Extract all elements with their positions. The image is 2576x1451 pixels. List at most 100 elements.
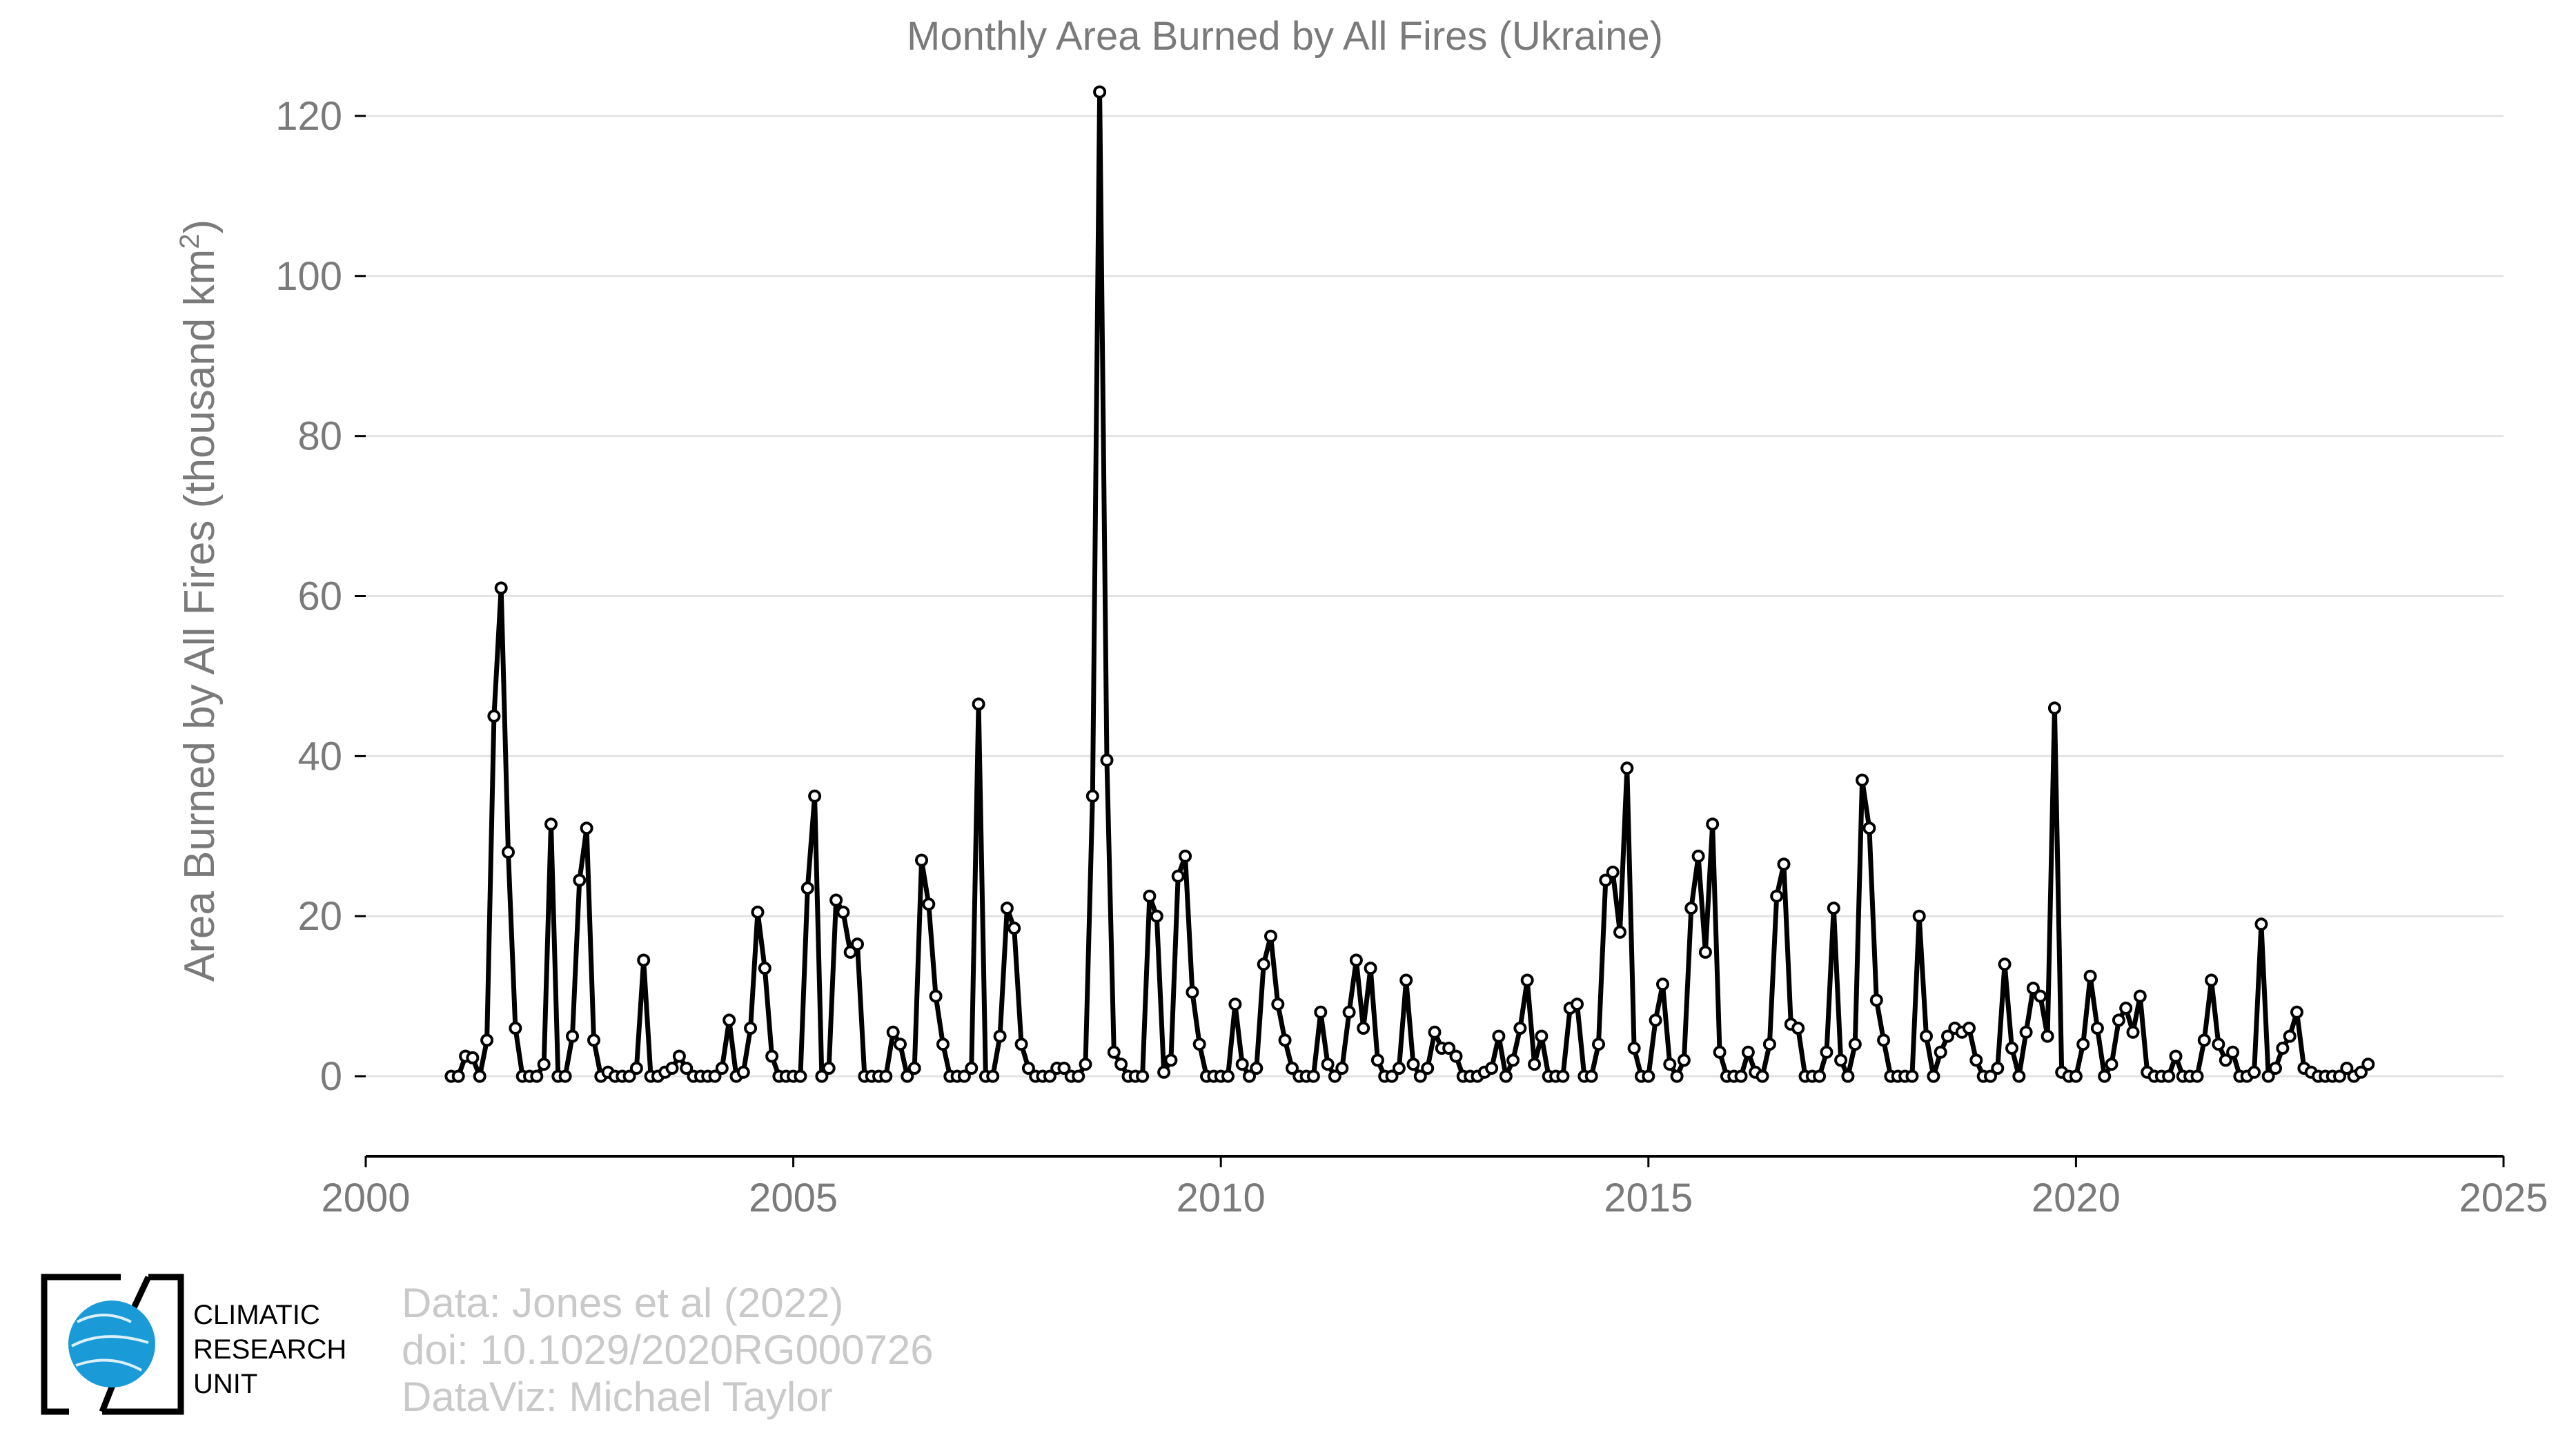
data-point-259 <box>2290 1005 2303 1019</box>
data-point-32 <box>672 1049 686 1063</box>
data-point-217 <box>1991 1062 2005 1075</box>
data-point-205 <box>1905 1069 1919 1083</box>
data-point-220 <box>2012 1069 2026 1083</box>
y-tick-label-120: 120 <box>275 94 342 139</box>
data-point-25 <box>622 1069 636 1083</box>
x-axis: 2000 2005 2010 2015 2020 2025 <box>321 1155 2548 1220</box>
data-point-94 <box>1114 1058 1128 1071</box>
data-point-136 <box>1413 1069 1427 1083</box>
data-point-163 <box>1606 866 1620 879</box>
data-point-175 <box>1691 849 1705 863</box>
data-point-249 <box>2219 1053 2232 1067</box>
x-tick-label-2015: 2015 <box>1604 1176 1693 1220</box>
data-point-148 <box>1499 1069 1513 1083</box>
data-point-216 <box>1984 1069 1997 1083</box>
data-point-78 <box>1000 902 1014 915</box>
data-point-81 <box>1021 1062 1035 1075</box>
data-point-123 <box>1321 1058 1335 1071</box>
data-point-208 <box>1927 1069 1940 1083</box>
data-point-57 <box>851 937 864 951</box>
data-point-7 <box>494 581 508 595</box>
data-point-162 <box>1599 873 1613 887</box>
data-point-8 <box>502 846 515 859</box>
data-point-101 <box>1164 1053 1178 1067</box>
data-point-194 <box>1827 902 1840 915</box>
data-point-135 <box>1406 1058 1420 1071</box>
data-point-103 <box>1179 849 1192 863</box>
data-point-221 <box>2019 1025 2033 1039</box>
data-point-133 <box>1392 1062 1406 1075</box>
data-point-266 <box>2340 1062 2354 1075</box>
data-point-121 <box>1306 1069 1320 1083</box>
data-point-56 <box>843 945 857 959</box>
data-point-84 <box>1043 1069 1056 1083</box>
data-point-187 <box>1777 857 1791 871</box>
data-point-241 <box>2162 1069 2176 1083</box>
data-point-26 <box>629 1062 643 1075</box>
credit-doi: doi: 10.1029/2020RG000726 <box>402 1327 934 1373</box>
data-point-199 <box>1862 821 1876 835</box>
data-point-235 <box>2119 1002 2133 1015</box>
data-point-62 <box>886 1025 900 1039</box>
y-axis-title-main: Area Burned by All Fires (thousand km <box>176 249 224 982</box>
data-point-115 <box>1264 929 1277 943</box>
data-point-182 <box>1741 1045 1755 1059</box>
data-point-171 <box>1663 1058 1677 1071</box>
data-point-76 <box>986 1069 1000 1083</box>
data-point-248 <box>2212 1038 2225 1051</box>
y-tick-labels: 0 20 40 60 80 100 120 <box>275 94 366 1099</box>
data-point-117 <box>1278 1033 1292 1047</box>
data-point-91 <box>1093 85 1107 99</box>
y-tick-label-100: 100 <box>275 254 342 299</box>
logo-line-3: UNIT <box>193 1369 257 1399</box>
data-point-225 <box>2047 701 2061 715</box>
data-point-132 <box>1385 1069 1399 1083</box>
data-point-265 <box>2333 1069 2346 1083</box>
data-point-206 <box>1912 909 1926 923</box>
data-point-256 <box>2269 1062 2282 1075</box>
credit-data-source: Data: Jones et al (2022) <box>402 1280 843 1326</box>
data-point-137 <box>1421 1062 1435 1075</box>
y-tick-label-20: 20 <box>297 894 342 939</box>
data-point-149 <box>1506 1053 1520 1067</box>
data-point-100 <box>1157 1065 1171 1079</box>
data-point-9 <box>509 1022 522 1035</box>
data-point-228 <box>2069 1069 2083 1083</box>
data-point-74 <box>972 697 985 711</box>
data-point-231 <box>2090 1022 2104 1035</box>
data-point-20 <box>587 1033 600 1047</box>
data-point-69 <box>936 1038 950 1051</box>
data-point-156 <box>1556 1069 1570 1083</box>
data-point-146 <box>1485 1062 1499 1075</box>
data-point-51 <box>808 789 822 803</box>
data-point-6 <box>487 709 501 723</box>
data-point-17 <box>566 1029 579 1043</box>
data-point-80 <box>1014 1038 1028 1051</box>
data-point-233 <box>2105 1058 2118 1071</box>
y-tick-label-40: 40 <box>297 734 342 779</box>
data-point-218 <box>1998 957 2012 971</box>
data-point-184 <box>1756 1069 1769 1083</box>
data-point-178 <box>1713 1045 1727 1059</box>
data-point-128 <box>1357 1022 1370 1035</box>
data-point-110 <box>1228 997 1242 1011</box>
data-point-255 <box>2261 1069 2275 1083</box>
data-point-44 <box>758 962 771 975</box>
data-point-42 <box>744 1022 758 1035</box>
data-point-169 <box>1649 1013 1662 1027</box>
data-point-223 <box>2034 989 2047 1003</box>
data-point-150 <box>1513 1022 1527 1035</box>
data-point-63 <box>894 1038 907 1051</box>
data-point-105 <box>1192 1038 1206 1051</box>
data-point-19 <box>580 821 593 835</box>
data-point-213 <box>1963 1022 1976 1035</box>
x-tick-label-2020: 2020 <box>2032 1176 2121 1220</box>
data-point-38 <box>715 1062 729 1075</box>
data-point-138 <box>1428 1025 1442 1039</box>
data-point-170 <box>1656 977 1669 991</box>
data-point-64 <box>901 1069 914 1083</box>
y-axis-title: Area Burned by All Fires (thousand km2) <box>175 220 224 982</box>
data-point-197 <box>1848 1038 1862 1051</box>
data-point-130 <box>1370 1053 1384 1067</box>
data-point-1 <box>451 1069 465 1083</box>
